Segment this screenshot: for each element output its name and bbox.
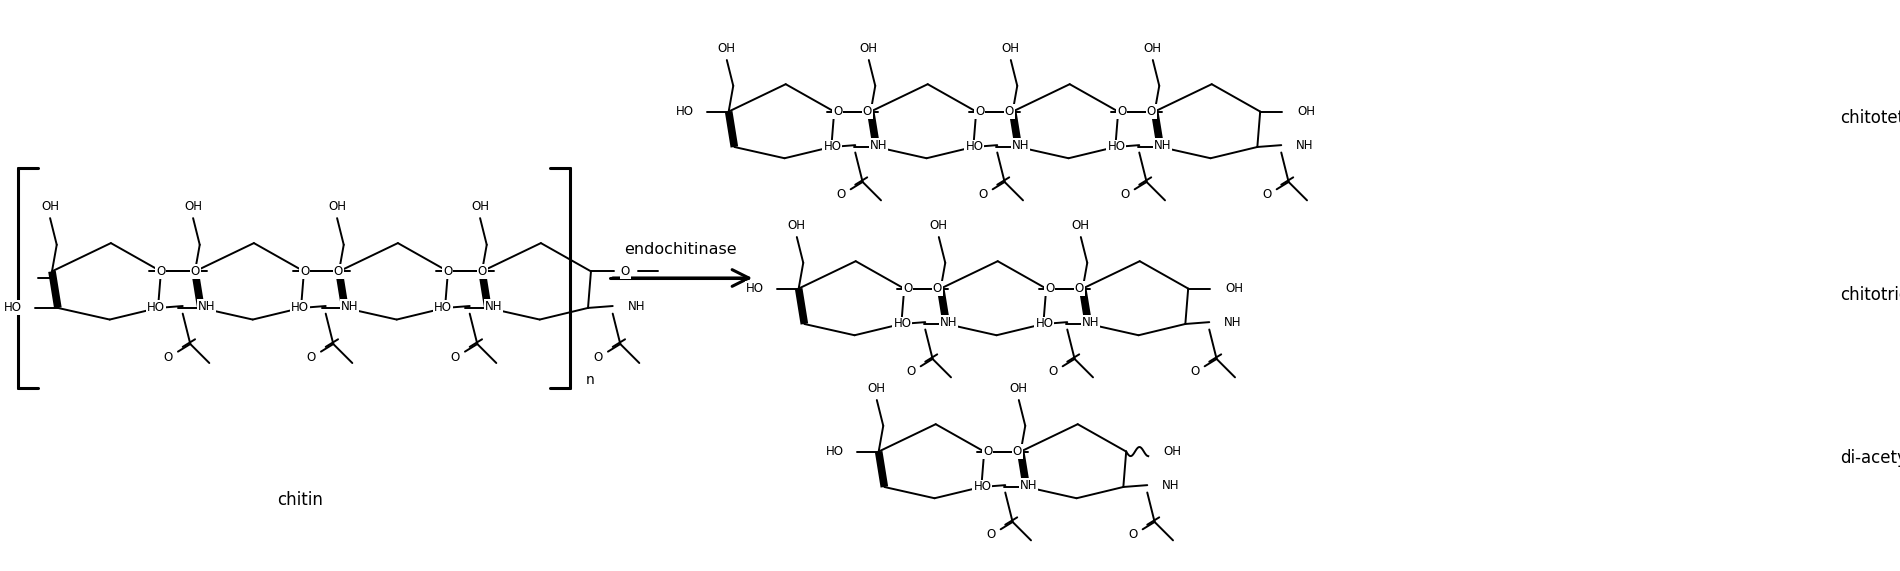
Text: O: O — [1045, 282, 1054, 295]
Text: O: O — [443, 265, 452, 278]
Text: OH: OH — [471, 200, 488, 212]
Text: O: O — [163, 351, 173, 364]
Text: OH: OH — [868, 381, 885, 395]
Text: O: O — [933, 282, 942, 295]
Text: O: O — [982, 445, 992, 458]
Text: NH: NH — [1153, 139, 1172, 152]
Text: HO: HO — [826, 445, 844, 458]
Text: NH: NH — [1296, 139, 1313, 152]
Text: O: O — [1191, 365, 1201, 379]
Text: chitotetraose: chitotetraose — [1839, 109, 1900, 127]
Text: OH: OH — [1298, 105, 1315, 118]
Text: O: O — [978, 188, 988, 202]
Text: NH: NH — [1013, 139, 1030, 152]
Text: HO: HO — [676, 105, 694, 118]
Text: O: O — [1075, 282, 1083, 295]
Text: HO: HO — [1036, 317, 1053, 331]
Text: O: O — [1049, 365, 1058, 379]
Text: HO: HO — [291, 301, 310, 315]
Text: O: O — [863, 105, 872, 118]
Text: HO: HO — [433, 301, 452, 315]
Text: O: O — [1129, 529, 1138, 541]
Text: O: O — [1005, 105, 1015, 118]
Text: OH: OH — [1226, 282, 1243, 295]
Text: NH: NH — [484, 300, 502, 312]
Text: chitin: chitin — [277, 491, 323, 509]
Text: HO: HO — [973, 480, 992, 493]
Text: OH: OH — [329, 200, 346, 212]
Text: O: O — [832, 105, 842, 118]
Text: O: O — [1264, 188, 1273, 202]
Text: O: O — [902, 282, 912, 295]
Text: O: O — [906, 365, 916, 379]
Text: HO: HO — [893, 317, 912, 331]
Text: HO: HO — [146, 301, 165, 315]
Text: HO: HO — [823, 140, 842, 154]
Text: O: O — [1121, 188, 1130, 202]
Text: O: O — [190, 265, 199, 278]
Text: n: n — [585, 373, 595, 387]
Text: NH: NH — [627, 300, 646, 312]
Text: O: O — [477, 265, 486, 278]
Text: OH: OH — [1072, 219, 1091, 231]
Text: NH: NH — [940, 316, 958, 329]
Text: O: O — [595, 351, 602, 364]
Text: O: O — [1148, 105, 1155, 118]
Text: OH: OH — [1009, 381, 1028, 395]
Text: O: O — [1117, 105, 1127, 118]
Text: O: O — [306, 351, 315, 364]
Text: NH: NH — [340, 300, 359, 312]
Text: O: O — [334, 265, 342, 278]
Text: NH: NH — [1020, 478, 1037, 492]
Text: O: O — [450, 351, 460, 364]
Text: NH: NH — [1224, 316, 1241, 329]
Text: O: O — [986, 529, 996, 541]
Text: O: O — [1013, 445, 1022, 458]
Text: OH: OH — [42, 200, 59, 212]
Text: NH: NH — [1163, 478, 1180, 492]
Text: O: O — [156, 265, 165, 278]
Text: NH: NH — [1081, 316, 1100, 329]
Text: O: O — [836, 188, 846, 202]
Text: O: O — [300, 265, 310, 278]
Text: O: O — [621, 265, 629, 278]
Text: HO: HO — [965, 140, 984, 154]
Text: OH: OH — [1144, 42, 1161, 55]
Text: OH: OH — [788, 219, 806, 231]
Text: NH: NH — [870, 139, 887, 152]
Text: OH: OH — [1163, 445, 1182, 458]
Text: OH: OH — [929, 219, 948, 231]
Text: OH: OH — [718, 42, 735, 55]
Text: OH: OH — [1001, 42, 1020, 55]
Text: O: O — [975, 105, 984, 118]
Text: NH: NH — [198, 300, 215, 312]
Text: OH: OH — [184, 200, 201, 212]
Text: HO: HO — [4, 301, 21, 315]
Text: di-acetylchitobiose: di-acetylchitobiose — [1839, 449, 1900, 467]
Text: HO: HO — [745, 282, 764, 295]
Text: OH: OH — [861, 42, 878, 55]
Text: chitotriose: chitotriose — [1839, 286, 1900, 304]
Text: HO: HO — [1108, 140, 1125, 154]
Text: endochitinase: endochitinase — [623, 243, 737, 258]
